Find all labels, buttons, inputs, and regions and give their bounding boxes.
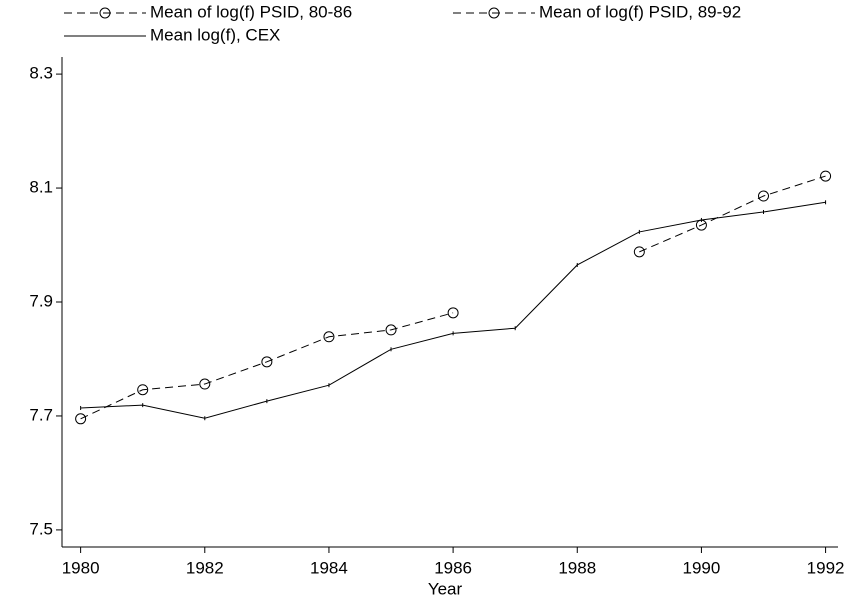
legend-label: Mean of log(f) PSID, 89-92 [539,2,741,21]
legend-label: Mean of log(f) PSID, 80-86 [150,2,352,21]
x-tick-label: 1988 [558,558,596,577]
series-line [639,175,826,253]
legend-marker [99,7,111,19]
y-tick-label: 8.1 [29,178,53,197]
point-marker [261,356,273,368]
point-marker [820,170,832,182]
point-marker [323,331,335,343]
x-tick-label: 1986 [434,558,472,577]
point-marker [633,246,645,258]
point-marker [199,378,211,390]
legend-label: Mean log(f), CEX [150,25,280,44]
x-tick-label: 1992 [807,558,845,577]
y-tick-label: 8.3 [29,64,53,83]
point-marker [75,413,87,425]
point-marker [137,384,149,396]
x-tick-label: 1990 [683,558,721,577]
series-line [80,312,454,420]
point-marker [385,324,397,336]
x-tick-label: 1980 [62,558,100,577]
x-tick-label: 1984 [310,558,348,577]
series-line [80,201,826,419]
x-tick-label: 1982 [186,558,224,577]
y-tick-label: 7.5 [29,519,53,538]
legend-marker [488,7,500,19]
point-marker [447,307,459,319]
y-tick-label: 7.9 [29,291,53,310]
point-marker [758,190,770,202]
y-tick-label: 7.7 [29,405,53,424]
x-axis-label: Year [428,579,463,598]
